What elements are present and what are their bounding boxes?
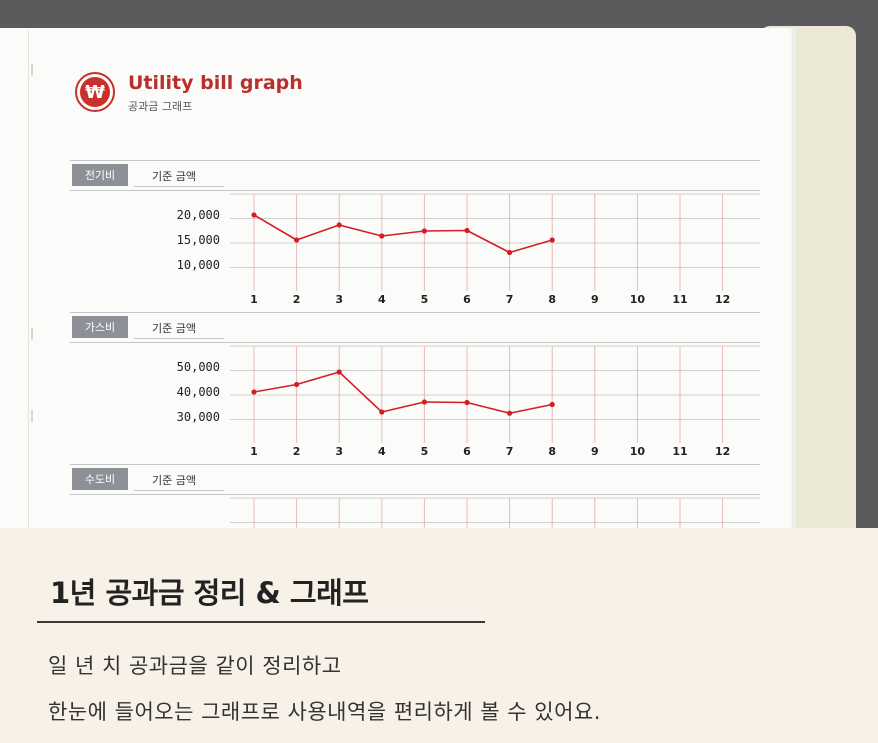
month-tick-label: 4	[378, 445, 386, 458]
water-tag: 수도비	[72, 468, 128, 490]
y-tick-label: 10,000	[177, 258, 220, 272]
header-line	[70, 342, 760, 343]
month-tick-label: 8	[548, 445, 556, 458]
base-amount-label: 기준 금액	[152, 474, 196, 487]
month-tick-label: 12	[715, 445, 730, 458]
electricity-section: 전기비 기준 금액 1 2 3 4 5 6 7 8 9 10 11 12 20,000 15,000 10,…	[70, 160, 760, 310]
y-tick-label: 15,000	[177, 233, 220, 247]
base-amount-underline	[134, 338, 224, 339]
data-point	[421, 399, 427, 405]
month-tick-label: 4	[378, 293, 386, 306]
base-amount-label: 기준 금액	[152, 322, 196, 335]
series-line	[253, 214, 553, 254]
month-tick-label: 3	[335, 445, 343, 458]
month-tick-label: 10	[630, 293, 646, 306]
page-title: Utility bill graph	[128, 72, 303, 94]
data-point	[507, 410, 513, 416]
series-line	[253, 371, 553, 415]
header-line	[70, 312, 760, 313]
stitch-mark	[31, 410, 33, 422]
y-tick-label: 50,000	[177, 360, 220, 374]
header-line	[70, 190, 760, 191]
data-point	[507, 249, 513, 256]
y-tick-label: 40,000	[177, 385, 220, 399]
month-tick-label: 1	[250, 293, 258, 306]
month-tick-label: 9	[591, 293, 599, 306]
heading-underline	[37, 621, 485, 623]
won-logo-icon: ₩	[75, 72, 115, 112]
data-point	[421, 228, 427, 234]
month-tick-label: 6	[463, 293, 471, 306]
header-line	[70, 494, 760, 495]
notebook-page	[0, 28, 790, 538]
month-tick-label: 5	[421, 445, 429, 458]
banner-line-1: 일 년 치 공과금을 같이 정리하고	[48, 654, 342, 678]
water-chart	[230, 497, 760, 528]
month-tick-label: 9	[591, 445, 599, 458]
data-point	[379, 233, 385, 239]
month-tick-label: 1	[250, 445, 258, 458]
month-tick-label: 2	[293, 445, 301, 458]
month-tick-label: 2	[293, 293, 301, 306]
month-tick-label: 7	[506, 445, 514, 458]
data-point	[251, 212, 257, 218]
banner-line-2: 한눈에 들어오는 그래프로 사용내역을 편리하게 볼 수 있어요.	[48, 700, 601, 724]
gas-section: 가스비 기준 금액 1 2 3 4 5 6 7 8 9 10 11 12 50,000 40,000 30,…	[70, 312, 760, 462]
gas-tag: 가스비	[72, 316, 128, 338]
stitch-mark	[31, 328, 33, 340]
data-point	[549, 401, 555, 408]
data-point	[464, 227, 470, 234]
header-line	[70, 160, 760, 161]
y-tick-label: 20,000	[177, 208, 220, 222]
banner-heading: 1년 공과금 정리 & 그래프	[50, 576, 369, 610]
month-tick-label: 6	[463, 445, 471, 458]
base-amount-underline	[134, 490, 224, 491]
month-tick-label: 10	[630, 445, 646, 458]
y-tick-label: 30,000	[177, 410, 220, 424]
data-point	[251, 389, 257, 395]
month-tick-label: 12	[715, 293, 730, 306]
header-line	[70, 464, 760, 465]
page-edge	[792, 28, 796, 538]
won-symbol: ₩	[80, 77, 110, 107]
month-tick-label: 11	[672, 445, 687, 458]
month-tick-label: 11	[672, 293, 687, 306]
data-point	[294, 237, 300, 243]
month-tick-label: 8	[548, 293, 556, 306]
data-point	[336, 369, 342, 375]
page-subtitle: 공과금 그래프	[128, 100, 193, 113]
electricity-tag: 전기비	[72, 164, 128, 186]
month-tick-label: 5	[421, 293, 429, 306]
month-tick-label: 3	[335, 293, 343, 306]
base-amount-label: 기준 금액	[152, 170, 196, 183]
data-point	[336, 222, 342, 228]
base-amount-underline	[134, 186, 224, 187]
data-point	[379, 409, 385, 415]
month-tick-label: 7	[506, 293, 514, 306]
water-section: 수도비 기준 금액	[70, 464, 760, 528]
data-point	[294, 381, 300, 388]
page-spine	[28, 30, 29, 530]
data-point	[464, 399, 470, 406]
info-banner	[0, 528, 878, 743]
stitch-mark	[31, 64, 33, 76]
data-point	[549, 237, 555, 243]
